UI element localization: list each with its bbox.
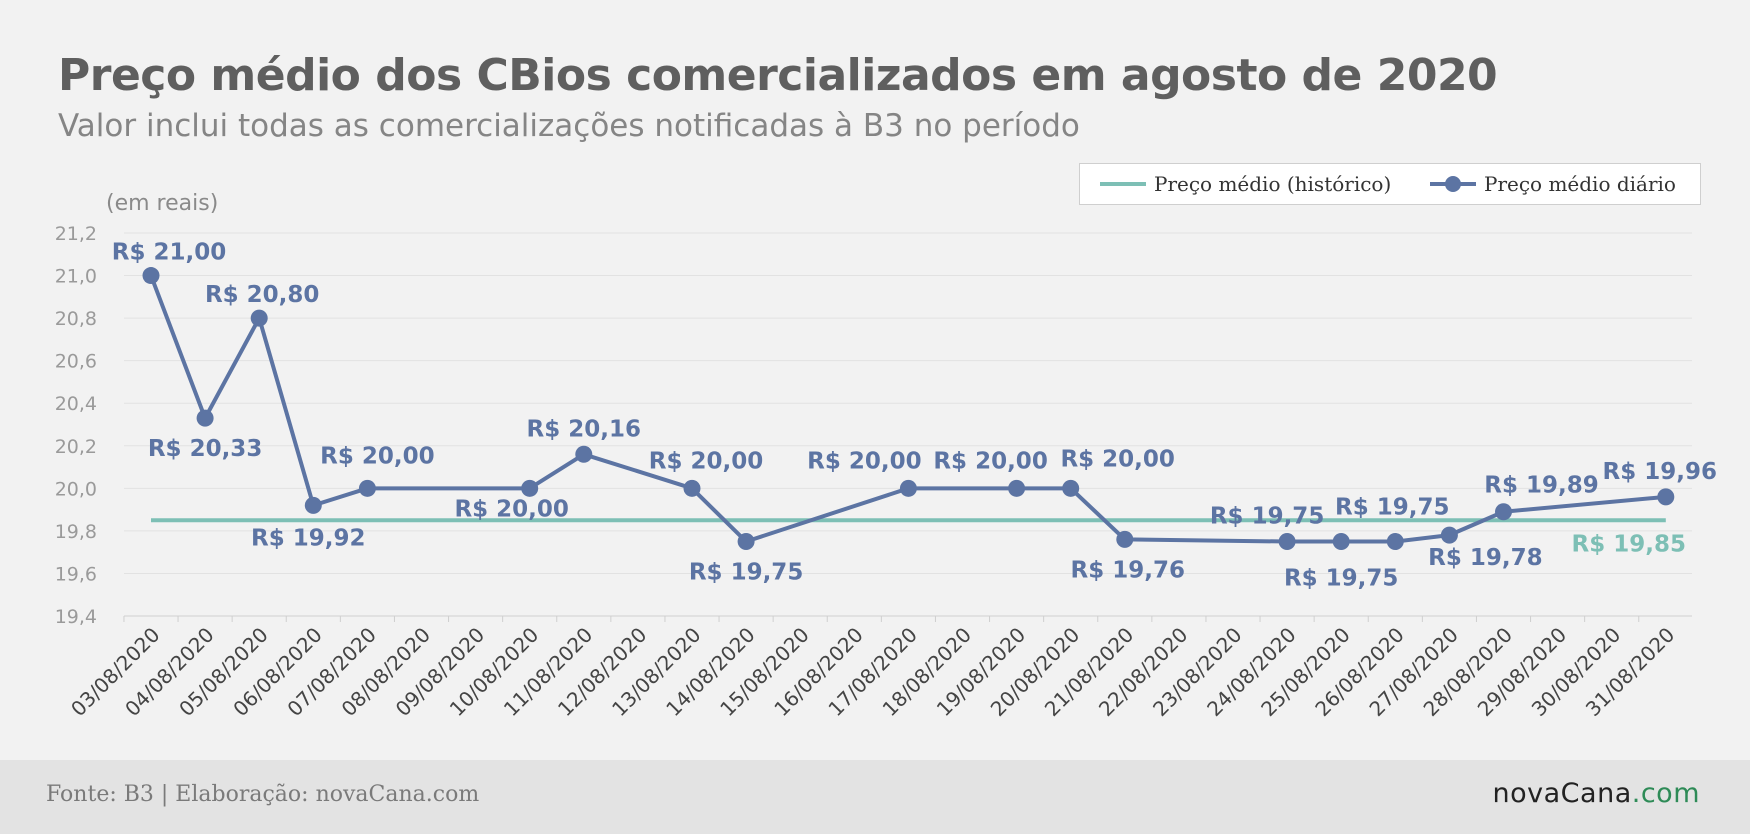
data-label: R$ 20,00 — [807, 448, 921, 474]
data-label: R$ 19,96 — [1603, 459, 1717, 485]
legend-label-daily: Preço médio diário — [1484, 172, 1676, 196]
data-point — [142, 267, 160, 285]
data-point — [1278, 533, 1296, 551]
data-label: R$ 20,00 — [1060, 446, 1174, 472]
data-point — [196, 409, 214, 427]
data-labels: R$ 21,00 R$ 20,33 R$ 20,80 R$ 19,92 R$ 20,00… — [112, 240, 1717, 592]
y-tick-label: 20,2 — [55, 436, 97, 458]
legend-label-historical: Preço médio (histórico) — [1154, 172, 1392, 196]
y-tick-label: 20,8 — [55, 308, 97, 330]
data-label: R$ 19,75 — [1284, 566, 1398, 592]
data-label: R$ 19,76 — [1071, 557, 1185, 583]
logo-suffix: .com — [1631, 778, 1700, 809]
data-label: R$ 20,33 — [148, 436, 262, 462]
data-label: R$ 19,78 — [1428, 545, 1542, 571]
data-point — [1332, 533, 1350, 551]
data-label: R$ 21,00 — [112, 240, 226, 266]
y-tick-label: 19,4 — [55, 606, 97, 628]
data-point — [1495, 503, 1512, 521]
data-label: R$ 19,75 — [1210, 504, 1324, 530]
chart-legend: Preço médio (histórico) Preço médio diár… — [1079, 163, 1701, 205]
data-point — [521, 479, 539, 497]
data-point — [575, 445, 593, 463]
line-chart: 19,4 19,6 19,8 20,0 20,2 20,4 20,6 20,8 21,0 21,2… — [55, 223, 1717, 721]
legend-item-historical: Preço médio (histórico) — [1100, 164, 1391, 204]
data-label: R$ 19,92 — [251, 525, 365, 551]
y-tick-label: 19,8 — [55, 521, 97, 543]
y-tick-label: 20,6 — [55, 351, 97, 373]
data-point — [1440, 526, 1458, 544]
daily-average-series — [142, 267, 1675, 551]
data-point — [899, 479, 917, 497]
data-point — [1008, 479, 1026, 497]
data-point — [683, 479, 701, 497]
novacana-logo: novaCana.com — [1493, 778, 1700, 809]
chart-title: Preço médio dos CBios comercializados em… — [58, 50, 1498, 101]
legend-swatch-daily — [1430, 176, 1476, 192]
y-axis-unit-label: (em reais) — [106, 191, 219, 216]
footer: Fonte: B3 | Elaboração: novaCana.com nov… — [0, 760, 1750, 834]
y-tick-labels: 19,4 19,6 19,8 20,0 20,2 20,4 20,6 20,8 21,0 21,2 — [55, 223, 97, 628]
legend-item-daily: Preço médio diário — [1430, 164, 1676, 204]
source-note: Fonte: B3 | Elaboração: novaCana.com — [46, 782, 480, 807]
data-label: R$ 19,75 — [689, 560, 803, 586]
data-point — [358, 479, 376, 497]
data-label: R$ 20,00 — [649, 448, 763, 474]
data-point — [1062, 479, 1080, 497]
y-tick-label: 20,4 — [55, 393, 97, 415]
data-point — [304, 496, 322, 514]
y-tick-label: 21,0 — [55, 266, 97, 288]
data-point — [1657, 488, 1675, 506]
data-point — [1116, 530, 1134, 548]
y-tick-label: 19,6 — [55, 563, 97, 585]
data-label: R$ 20,00 — [454, 496, 568, 522]
data-label: R$ 19,89 — [1484, 473, 1598, 499]
grid-lines — [123, 232, 1692, 622]
legend-swatch-historical — [1100, 182, 1146, 186]
data-label: R$ 20,00 — [320, 443, 434, 469]
data-label: R$ 20,00 — [933, 448, 1047, 474]
logo-main: novaCana — [1492, 778, 1632, 809]
data-point — [250, 309, 268, 327]
historical-average-label: R$ 19,85 — [1572, 531, 1686, 557]
data-label: R$ 20,80 — [205, 282, 319, 308]
data-point — [737, 533, 755, 551]
data-point — [1386, 533, 1404, 551]
y-tick-label: 21,2 — [55, 223, 97, 245]
data-label: R$ 20,16 — [527, 416, 641, 442]
data-label: R$ 19,75 — [1335, 495, 1449, 521]
x-tick-labels: 03/08/202004/08/202005/08/202006/08/2020… — [66, 623, 1679, 721]
y-tick-label: 20,0 — [55, 478, 97, 500]
chart-subtitle: Valor inclui todas as comercializações n… — [58, 108, 1080, 144]
